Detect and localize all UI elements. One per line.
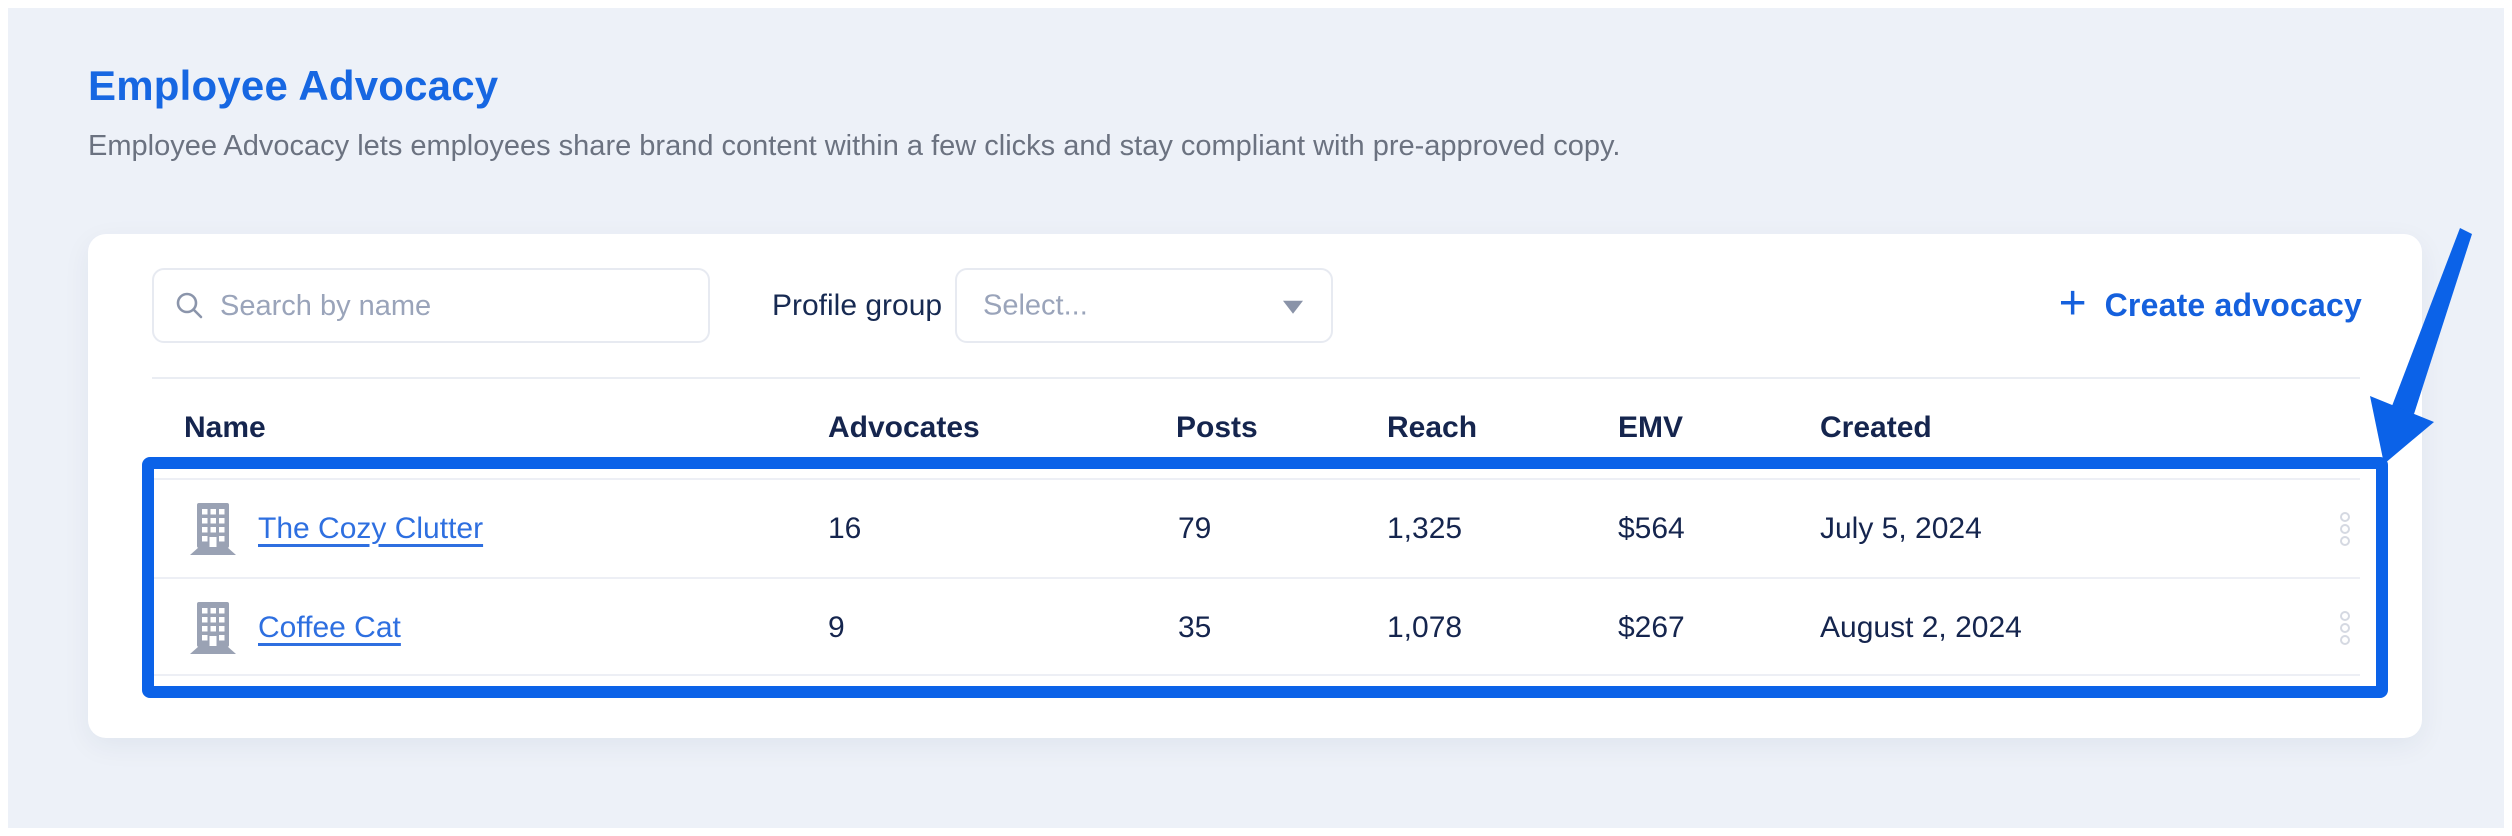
kebab-dot (2340, 511, 2350, 522)
table-row: Coffee Cat 9 35 1,078 $267 August 2, 202… (88, 580, 2422, 675)
row-divider (152, 674, 2360, 676)
cell-advocates: 9 (828, 610, 845, 644)
cell-advocates: 16 (828, 511, 862, 545)
table-row: The Cozy Clutter 16 79 1,325 $564 July 5… (88, 481, 2422, 576)
search-icon (176, 292, 203, 318)
column-header-name: Name (184, 411, 266, 444)
advocacy-name-cell: The Cozy Clutter (258, 512, 483, 546)
cell-posts: 79 (1178, 511, 1212, 545)
cell-created: August 2, 2024 (1820, 610, 2022, 644)
kebab-dot (2340, 622, 2350, 633)
column-header-advocates: Advocates (828, 411, 980, 444)
building-icon (190, 502, 236, 555)
search-input[interactable] (218, 270, 692, 343)
cell-reach: 1,325 (1387, 511, 1463, 545)
row-divider (152, 478, 2360, 480)
kebab-dot (2340, 610, 2350, 621)
page-title: Employee Advocacy (88, 62, 499, 109)
select-value: Select... (983, 289, 1088, 321)
page-subtitle: Employee Advocacy lets employees share b… (88, 130, 1621, 162)
cell-emv: $267 (1618, 610, 1685, 644)
create-advocacy-label: Create advocacy (2104, 287, 2362, 323)
plus-icon: + (2058, 276, 2087, 330)
column-header-reach: Reach (1387, 411, 1478, 444)
cell-created: July 5, 2024 (1820, 511, 1982, 545)
advocacy-card: Profile group Select... + Create advocac… (88, 234, 2422, 738)
profile-group-label: Profile group (772, 289, 943, 322)
kebab-dot (2340, 523, 2350, 534)
toolbar-divider (152, 377, 2360, 379)
profile-group-select[interactable]: Select... (955, 268, 1333, 343)
kebab-dot (2340, 634, 2350, 645)
chevron-down-icon (1283, 300, 1303, 314)
column-header-emv: EMV (1618, 411, 1684, 444)
create-advocacy-button[interactable]: + Create advocacy (2059, 268, 2362, 343)
kebab-menu-button[interactable] (2334, 605, 2356, 651)
advocacy-name-link[interactable]: The Cozy Clutter (258, 511, 484, 545)
search-box (152, 268, 710, 343)
kebab-dot (2340, 535, 2350, 546)
advocacy-name-cell: Coffee Cat (258, 611, 401, 645)
column-header-posts: Posts (1176, 411, 1258, 444)
cell-emv: $564 (1618, 511, 1685, 545)
cell-reach: 1,078 (1387, 610, 1463, 644)
building-icon (190, 601, 236, 654)
advocacy-name-link[interactable]: Coffee Cat (258, 610, 401, 644)
column-header-created: Created (1820, 411, 1932, 444)
kebab-menu-button[interactable] (2334, 506, 2356, 552)
row-divider (152, 577, 2360, 579)
cell-posts: 35 (1178, 610, 1212, 644)
